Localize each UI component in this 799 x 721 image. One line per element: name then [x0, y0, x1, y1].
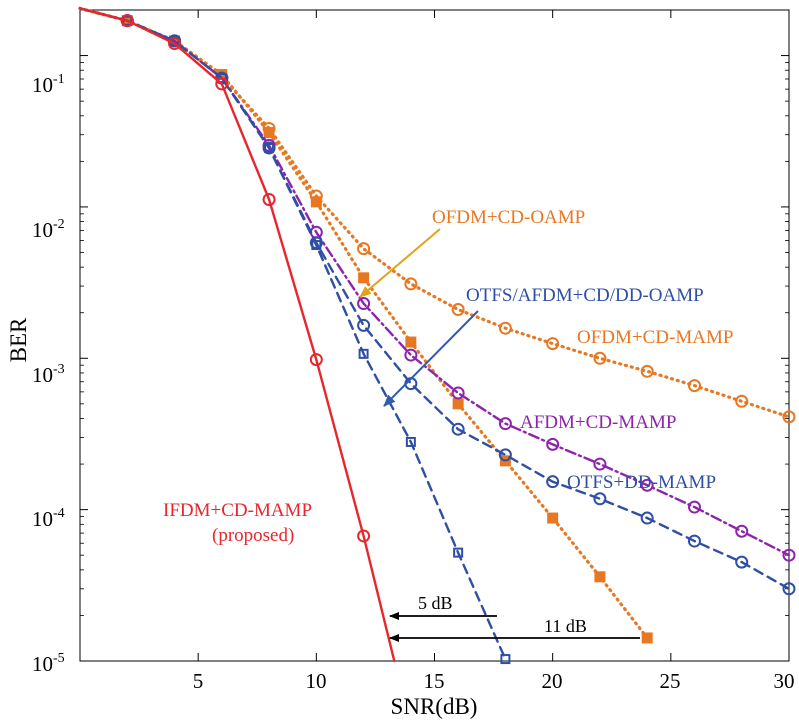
- label-otfs-dd-mamp: OTFS+DD-MAMP: [567, 472, 716, 493]
- series-5-point: [168, 37, 182, 51]
- series-3-point: [782, 582, 796, 596]
- series-4-point: [311, 240, 322, 251]
- series-3-point: [498, 448, 512, 462]
- series-1-point: [405, 336, 417, 348]
- series-4-point: [264, 143, 275, 154]
- plot-area: [79, 9, 790, 662]
- y-tick-label-4: 10-4: [32, 506, 65, 531]
- label-ofdm-cd-mamp: OFDM+CD-MAMP: [577, 327, 733, 348]
- series-4-point: [500, 654, 511, 665]
- series-line-2: [78, 7, 791, 557]
- series-5-point: [120, 14, 134, 28]
- series-2-point: [357, 297, 371, 311]
- series-line-4: [78, 7, 507, 661]
- label-ifdm-cd-mamp: IFDM+CD-MAMP: [163, 500, 312, 521]
- y-tick-label-3: 10-3: [32, 362, 65, 387]
- series-0-point: [357, 242, 371, 256]
- series-3-point: [546, 475, 560, 489]
- series-2-point: [404, 348, 418, 362]
- label-11db: 11 dB: [544, 616, 587, 636]
- series-5-point: [309, 353, 323, 367]
- label-afdm-cd-mamp: AFDM+CD-MAMP: [520, 412, 676, 433]
- series-3-point: [357, 318, 371, 332]
- series-5-point: [262, 192, 276, 206]
- series-1-point: [547, 512, 559, 524]
- annotation-arrow-otfs-afdm-oamp: [383, 310, 479, 407]
- series-1-point: [594, 571, 606, 583]
- series-4-point: [405, 436, 416, 447]
- series-5-point: [215, 77, 229, 91]
- series-5: [78, 7, 396, 663]
- series-3-point: [735, 555, 749, 569]
- series-0-point: [782, 410, 796, 424]
- x-tick-label-25: 25: [660, 669, 681, 693]
- series-3-point: [687, 534, 701, 548]
- series-1-point: [310, 196, 322, 208]
- label-otfs-afdm-cd-dd-oamp: OTFS/AFDM+CD/DD-OAMP: [466, 285, 704, 306]
- x-axis-label: SNR(dB): [391, 694, 478, 719]
- series-0-point: [546, 337, 560, 351]
- series-4-point: [453, 547, 464, 558]
- x-tick-label-5: 5: [193, 669, 204, 693]
- series-2-point: [546, 437, 560, 451]
- series-4-point: [216, 73, 227, 84]
- x-tick-label-10: 10: [306, 669, 327, 693]
- series-1-point: [358, 272, 370, 284]
- y-tick-label-2: 10-2: [32, 217, 65, 242]
- label-5db: 5 dB: [418, 593, 453, 613]
- series-0-point: [640, 364, 654, 378]
- x-tick-label-15: 15: [424, 669, 445, 693]
- series-line-5: [78, 7, 396, 663]
- series-0-point: [498, 321, 512, 335]
- y-tick-label-1: 10-1: [32, 72, 65, 97]
- series-2-point: [593, 457, 607, 471]
- series-5-point: [357, 529, 371, 543]
- series-2-point: [735, 524, 749, 538]
- series-1-point: [263, 127, 275, 139]
- series-layer: [78, 6, 796, 665]
- annotation-arrow-ofdm-oamp: [359, 228, 441, 298]
- axes: [80, 9, 790, 662]
- series-2-point: [498, 417, 512, 431]
- label-proposed: (proposed): [212, 525, 294, 546]
- series-0-point: [451, 303, 465, 317]
- series-4-point: [358, 348, 369, 359]
- series-2-point: [782, 548, 796, 562]
- series-2-point: [687, 500, 701, 514]
- series-1-point: [641, 632, 653, 644]
- series-2-point: [451, 386, 465, 400]
- series-3-point: [593, 492, 607, 506]
- y-axis-label: BER: [6, 317, 31, 362]
- series-3-point: [262, 141, 276, 155]
- series-0-point: [404, 277, 418, 291]
- series-0-point: [687, 379, 701, 393]
- series-1-point: [452, 398, 464, 410]
- x-tick-label-30: 30: [774, 669, 795, 693]
- series-2-point: [640, 478, 654, 492]
- series-3-point: [451, 422, 465, 436]
- series-0-point: [593, 351, 607, 365]
- series-line-0: [78, 6, 791, 419]
- series-0-point: [735, 394, 749, 408]
- x-tick-label-20: 20: [542, 669, 563, 693]
- series-3-point: [640, 511, 654, 525]
- y-tick-label-5: 10-5: [32, 651, 65, 676]
- label-ofdm-cd-oamp: OFDM+CD-OAMP: [432, 207, 585, 228]
